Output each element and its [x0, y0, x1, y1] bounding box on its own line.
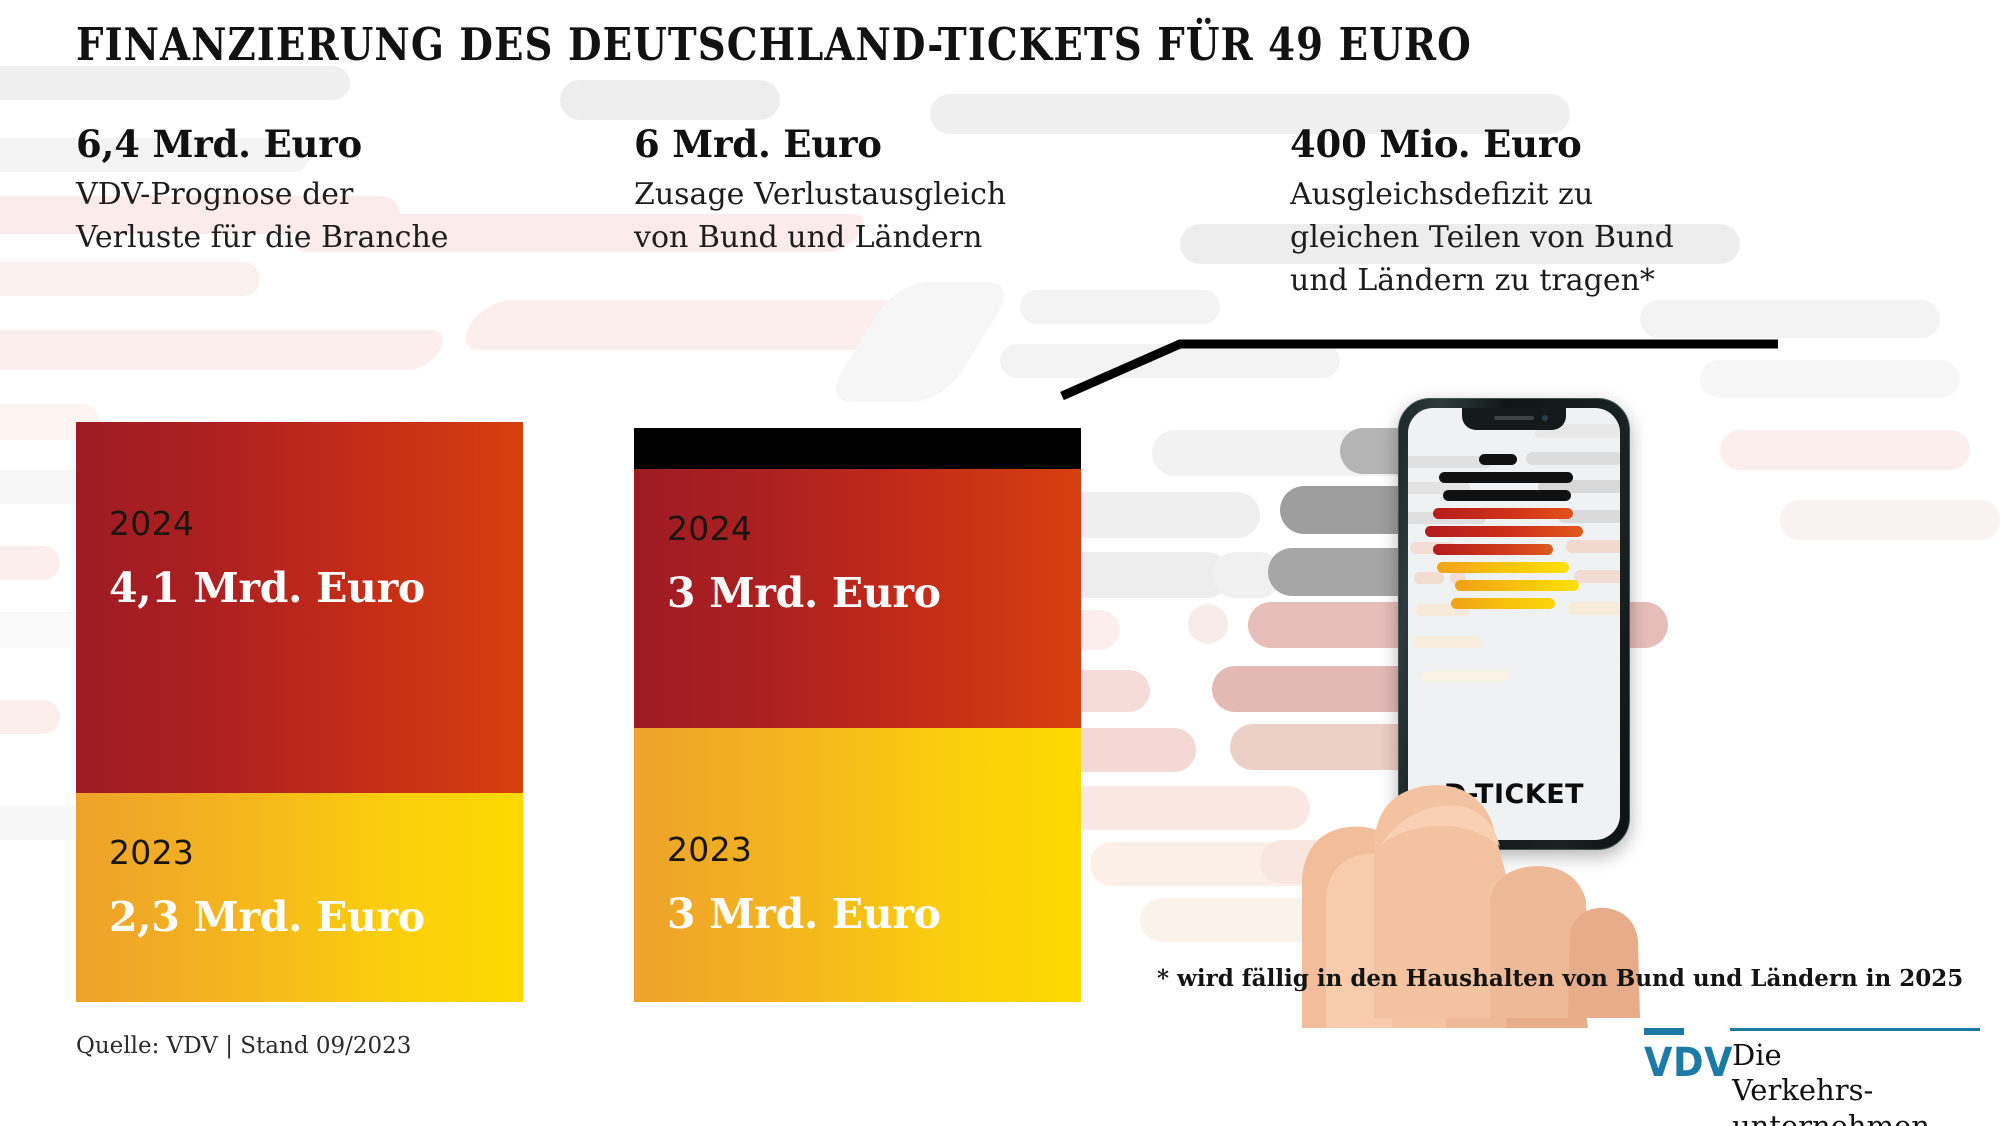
screen-deco: [1558, 510, 1620, 523]
phone-screen: D-TICKET: [1408, 408, 1620, 840]
smartphone: D-TICKET: [1398, 398, 1630, 850]
bar-year-label: 2024: [109, 504, 195, 543]
bar-segment-2023-col2: 2023 3 Mrd. Euro: [634, 728, 1081, 1002]
page-title: FINANZIERUNG DES DEUTSCHLAND-TICKETS FÜR…: [76, 18, 1472, 71]
footnote-text: * wird fällig in den Haushalten von Bund…: [1157, 965, 1964, 992]
screen-deco: [1566, 540, 1620, 553]
bar-column-1: 2024 4,1 Mrd. Euro 2023 2,3 Mrd. Euro: [76, 422, 523, 1002]
column-header-2: 6 Mrd. Euro Zusage Verlustausgleich von …: [634, 122, 1104, 259]
vdv-wordmark: VDV: [1644, 1040, 1733, 1086]
column-3-description: Ausgleichsdefizit zu gleichen Teilen von…: [1290, 177, 1674, 299]
column-1-amount: 6,4 Mrd. Euro: [76, 122, 363, 166]
column-3-amount: 400 Mio. Euro: [1290, 122, 1582, 166]
bar-value-label: 3 Mrd. Euro: [667, 890, 941, 938]
bar-value-label: 3 Mrd. Euro: [667, 569, 941, 617]
column-2-amount: 6 Mrd. Euro: [634, 122, 882, 166]
bar-segment-2024-col2: 2024 3 Mrd. Euro: [634, 469, 1081, 728]
bar-value-label: 2,3 Mrd. Euro: [109, 893, 425, 941]
column-header-3: 400 Mio. Euro Ausgleichsdefizit zu gleic…: [1290, 122, 1810, 303]
screen-deco: [1408, 456, 1492, 468]
column-2-description: Zusage Verlustausgleich von Bund und Län…: [634, 177, 1007, 256]
screen-deco: [1574, 570, 1620, 583]
vdv-tagline: Die Verkehrs- unternehmen: [1732, 1038, 1930, 1126]
phone-photo: D-TICKET: [1302, 398, 1678, 1028]
screen-deco: [1568, 602, 1620, 615]
front-camera-icon: [1542, 415, 1548, 421]
bar-year-label: 2023: [109, 833, 195, 872]
screen-deco: [1412, 636, 1482, 648]
bar-segment-2023-col1: 2023 2,3 Mrd. Euro: [76, 793, 523, 1002]
thumb-illustration: [1374, 785, 1640, 1018]
screen-deco: [1526, 452, 1620, 465]
d-ticket-logo: [1423, 454, 1605, 616]
bar-segment-deficit-cap: [634, 428, 1081, 469]
phone-notch: [1462, 408, 1566, 430]
bar-column-2: 2024 3 Mrd. Euro 2023 3 Mrd. Euro: [634, 428, 1081, 1002]
logo-rule-right: [1730, 1028, 1980, 1031]
bar-value-label: 4,1 Mrd. Euro: [109, 564, 425, 612]
screen-deco: [1414, 572, 1444, 584]
earpiece-speaker-icon: [1494, 416, 1534, 420]
screen-deco: [1538, 480, 1620, 493]
bar-year-label: 2024: [667, 509, 753, 548]
bar-year-label: 2023: [667, 830, 753, 869]
leader-line: [1060, 339, 1778, 400]
source-text: Quelle: VDV | Stand 09/2023: [76, 1033, 412, 1059]
column-1-description: VDV-Prognose der Verluste für die Branch…: [76, 177, 449, 256]
screen-deco: [1418, 670, 1514, 682]
logo-rule-left: [1644, 1028, 1684, 1035]
bar-segment-2024-col1: 2024 4,1 Mrd. Euro: [76, 422, 523, 793]
column-header-1: 6,4 Mrd. Euro VDV-Prognose der Verluste …: [76, 122, 506, 259]
